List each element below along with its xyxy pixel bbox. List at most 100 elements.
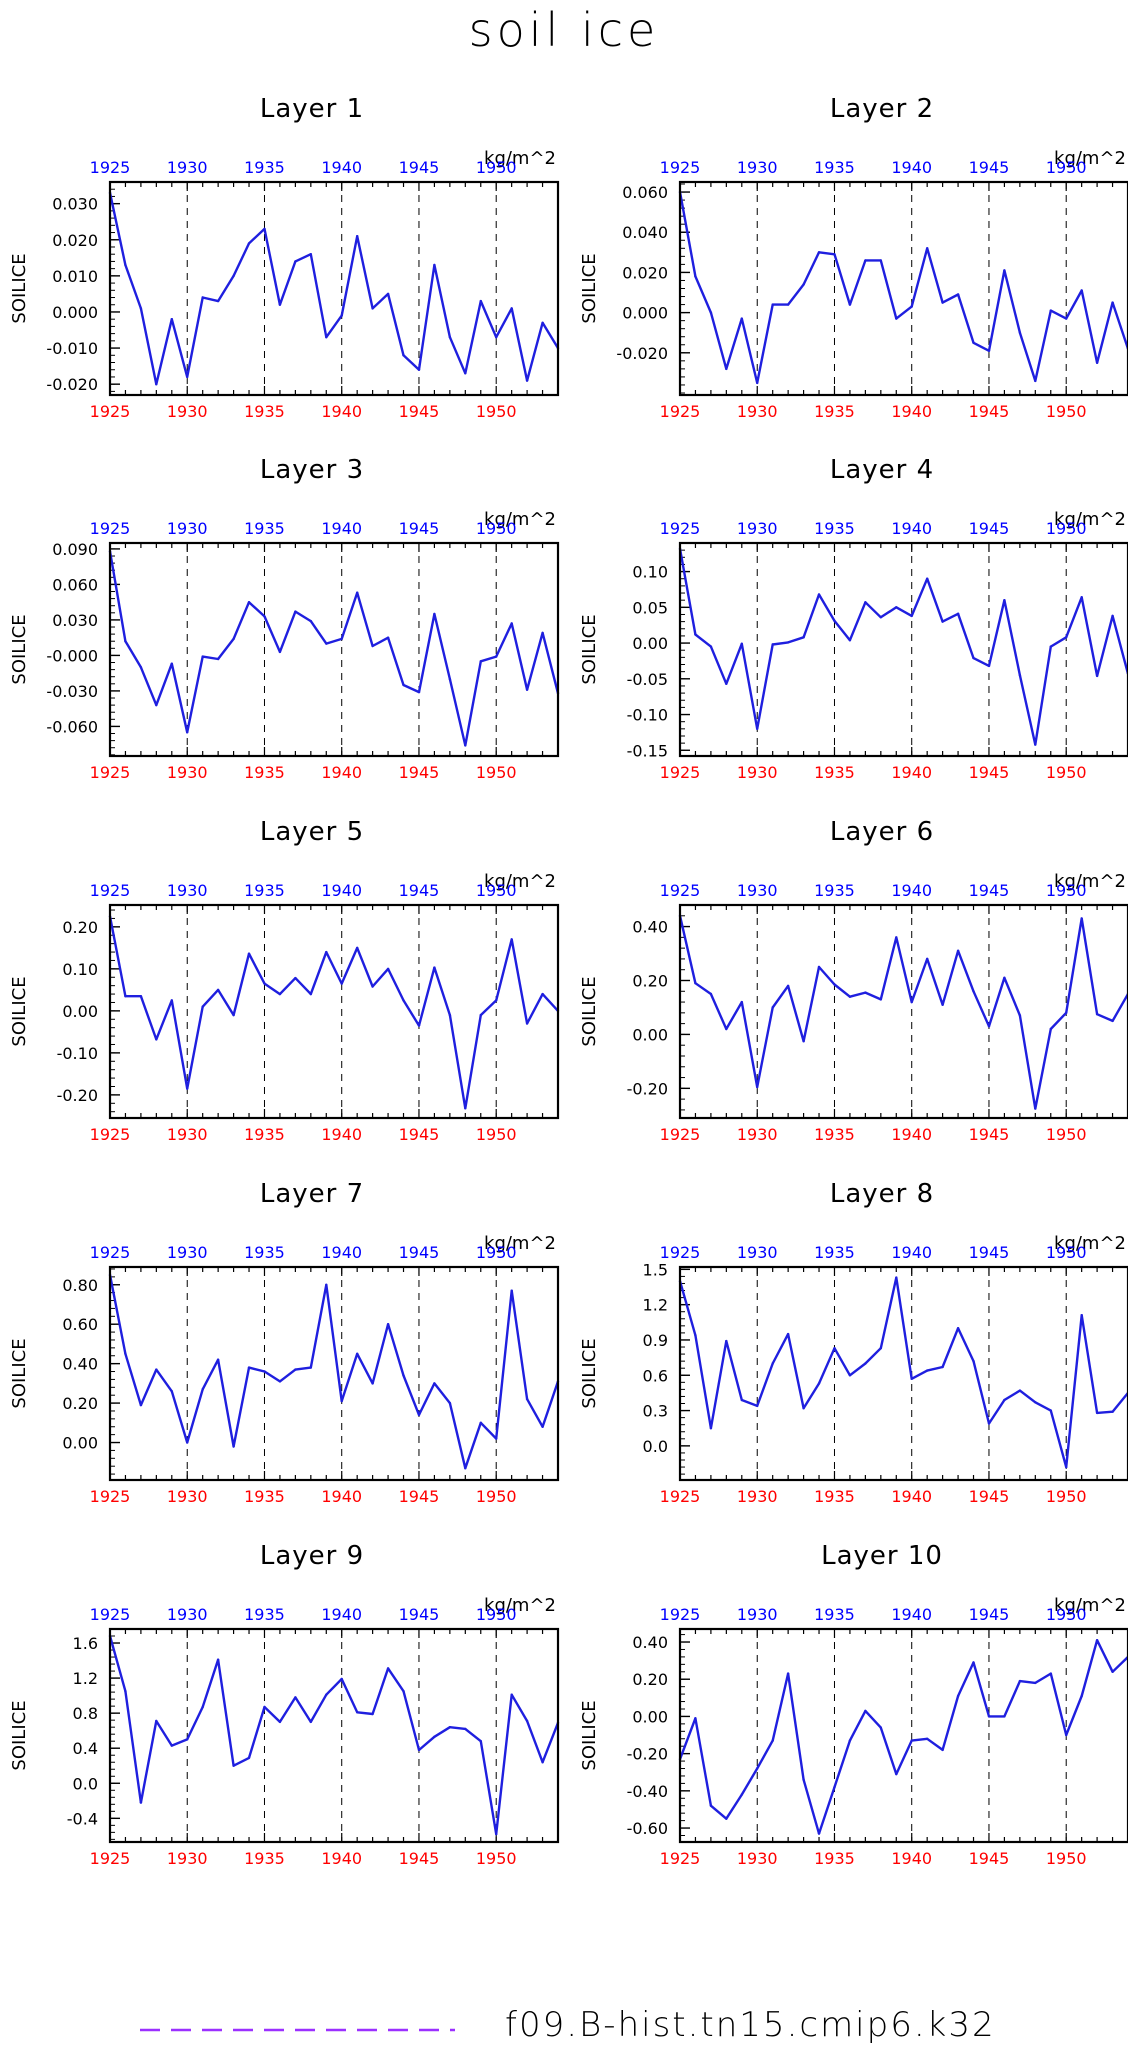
data-point <box>510 622 513 625</box>
data-point <box>479 1013 482 1017</box>
data-point <box>402 1374 405 1377</box>
x-tick-label-top: 1925 <box>660 881 701 900</box>
data-point <box>433 612 436 616</box>
data-point <box>848 1374 852 1377</box>
data-point <box>525 1397 529 1401</box>
panel-title: Layer 7 <box>260 1179 364 1209</box>
data-point <box>371 307 374 310</box>
data-point <box>879 998 882 1001</box>
x-tick-label-top: 1940 <box>891 519 932 538</box>
data-point <box>402 683 405 687</box>
x-tick-label-bottom: 1945 <box>969 1487 1010 1506</box>
x-tick-label-top: 1945 <box>399 158 440 177</box>
data-point <box>139 995 143 998</box>
x-tick-label-top: 1925 <box>90 158 131 177</box>
units-label: kg/m^2 <box>484 509 556 530</box>
data-point <box>910 614 913 618</box>
x-tick-label-top: 1940 <box>321 1243 362 1262</box>
data-point <box>1111 1019 1114 1023</box>
x-tick-label-top: 1945 <box>399 1605 440 1624</box>
data-point <box>1018 674 1022 677</box>
x-tick-label-top: 1925 <box>90 519 131 538</box>
data-point <box>694 275 697 278</box>
data-point <box>386 967 390 971</box>
x-tick-label-bottom: 1945 <box>969 1849 1010 1868</box>
y-tick-label: 0.4 <box>73 1739 98 1758</box>
data-point <box>124 1352 127 1356</box>
data-point <box>325 1283 328 1287</box>
data-point <box>417 1748 421 1752</box>
y-tick-label: -0.030 <box>46 682 98 701</box>
data-point <box>1034 1681 1037 1685</box>
series-line <box>108 916 559 1110</box>
x-tick-label-bottom: 1945 <box>399 402 440 421</box>
x-tick-label-top: 1930 <box>167 158 208 177</box>
y-tick-label: -0.20 <box>627 1745 668 1764</box>
chart-panel-3: Layer 3 kg/m^2 SOILICE 1925 1925 1930 1930 1935… <box>9 455 560 782</box>
plot-frame <box>108 903 560 1120</box>
y-tick-label: -0.000 <box>46 646 98 665</box>
data-point <box>879 1726 882 1729</box>
data-point <box>263 227 266 231</box>
chart-panel-2: Layer 2 kg/m^2 SOILICE 1925 1925 1930 1930 1935… <box>579 94 1128 421</box>
data-point <box>926 577 929 580</box>
data-point <box>232 1445 235 1448</box>
x-tick-label-top: 1925 <box>90 1243 131 1262</box>
x-tick-label-bottom: 1930 <box>737 1849 778 1868</box>
data-point <box>340 637 343 641</box>
data-point <box>941 620 944 623</box>
data-point <box>247 242 251 245</box>
y-tick-label: 1.2 <box>643 1296 668 1315</box>
y-tick-label: 0.000 <box>622 304 668 323</box>
data-point <box>541 631 544 635</box>
data-point <box>340 1677 343 1681</box>
x-tick-label-top: 1950 <box>476 1243 517 1262</box>
data-point <box>1018 1014 1022 1017</box>
y-axis-label: SOILICE <box>579 1338 600 1408</box>
data-point <box>247 952 251 955</box>
data-point <box>848 639 852 642</box>
data-point <box>879 616 882 619</box>
data-point <box>216 657 220 661</box>
data-point <box>186 1441 189 1444</box>
series-line <box>108 192 560 386</box>
plot-frame <box>678 1627 1128 1844</box>
x-tick-label-top: 1935 <box>814 519 855 538</box>
data-point <box>278 650 282 654</box>
x-tick-label-bottom: 1925 <box>90 1849 131 1868</box>
x-tick-label-top: 1940 <box>891 1605 932 1624</box>
data-point <box>1018 1679 1022 1683</box>
x-tick-label-bottom: 1945 <box>969 1125 1010 1144</box>
x-tick-label-top: 1925 <box>660 1605 701 1624</box>
data-point <box>510 307 513 310</box>
y-tick-label: 0.20 <box>632 1670 668 1689</box>
y-tick-label: 0.0 <box>73 1774 98 1793</box>
x-tick-label-top: 1925 <box>660 519 701 538</box>
data-point <box>495 336 498 339</box>
units-label: kg/m^2 <box>1054 1595 1126 1616</box>
y-tick-label: -0.020 <box>616 344 668 363</box>
data-point <box>479 1740 482 1743</box>
x-tick-label-top: 1945 <box>969 158 1010 177</box>
data-point <box>756 1085 759 1089</box>
x-tick-label-top: 1930 <box>737 1243 778 1262</box>
data-point <box>1111 1410 1114 1413</box>
y-tick-label: 0.00 <box>632 634 668 653</box>
data-point <box>417 690 421 694</box>
data-point <box>987 1715 991 1718</box>
data-point <box>1065 636 1068 639</box>
data-point <box>848 303 852 306</box>
data-point <box>541 1425 544 1429</box>
data-point <box>1095 1411 1099 1415</box>
series-line <box>108 1635 560 1836</box>
data-point <box>186 1087 189 1090</box>
data-point <box>725 1027 728 1031</box>
data-point <box>833 253 836 256</box>
y-tick-label: 0.60 <box>62 1315 98 1334</box>
x-tick-label-bottom: 1950 <box>1046 763 1087 782</box>
data-point <box>895 1276 898 1279</box>
x-tick-label-bottom: 1925 <box>660 402 701 421</box>
data-point <box>448 1401 452 1405</box>
data-point <box>495 655 498 658</box>
